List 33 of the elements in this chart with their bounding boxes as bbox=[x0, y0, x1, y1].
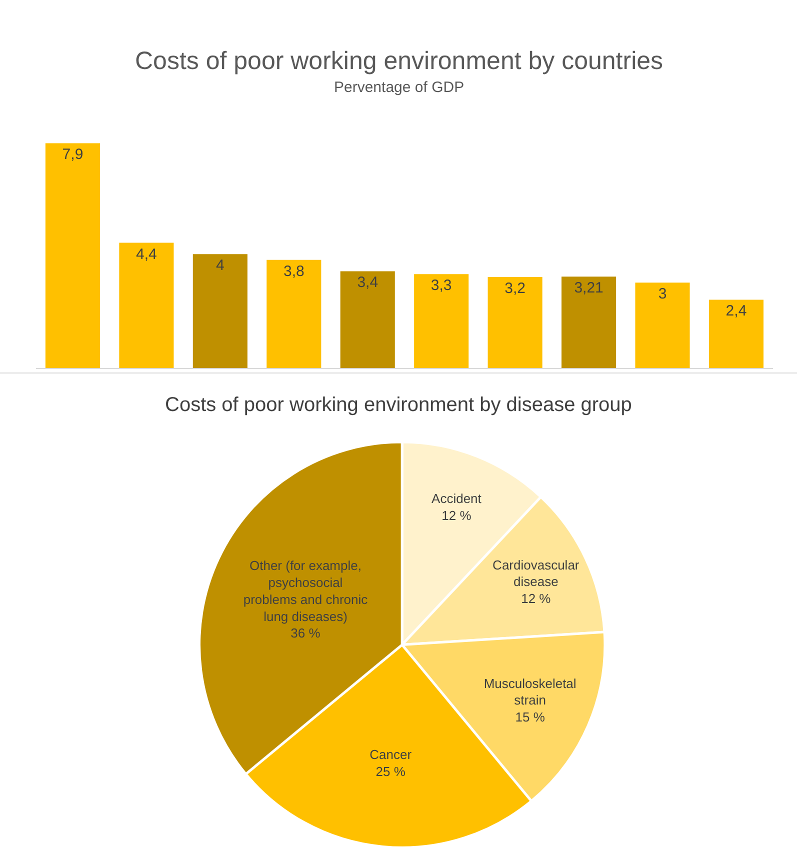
data-label: 12 % bbox=[442, 508, 472, 523]
data-label: 3,3 bbox=[430, 277, 452, 294]
data-label: 25 % bbox=[376, 764, 406, 780]
data-label: 4,4 bbox=[136, 246, 157, 263]
slice-label: Cardiovascular disease bbox=[492, 557, 580, 590]
data-label: 3,4 bbox=[357, 274, 378, 292]
data-label: 3,8 bbox=[283, 262, 304, 280]
data-label: 15 % bbox=[515, 710, 546, 725]
slice-label: Other (for example, psychosocial problems and chronic lung diseases) bbox=[243, 558, 368, 624]
bar bbox=[119, 242, 174, 368]
bar bbox=[414, 274, 469, 368]
slice-label: Musculoskeletal strain bbox=[484, 676, 576, 708]
bar bbox=[488, 276, 542, 368]
chart-title: Costs of poor working environment by disease group bbox=[165, 394, 632, 416]
data-label: 3,21 bbox=[574, 280, 604, 297]
bar bbox=[266, 260, 322, 368]
bar bbox=[45, 143, 100, 368]
bar bbox=[708, 300, 764, 368]
data-label: 3,2 bbox=[504, 280, 526, 297]
chart-title: Costs of poor working environment by countries bbox=[135, 47, 664, 75]
data-label: 12 % bbox=[521, 591, 552, 606]
bar bbox=[635, 282, 690, 368]
slice-label: Accident bbox=[432, 490, 482, 506]
data-label: 2,4 bbox=[726, 302, 747, 320]
bar bbox=[562, 276, 616, 368]
data-label: 4 bbox=[216, 257, 224, 274]
data-label: 3 bbox=[658, 286, 667, 303]
data-label: 36 % bbox=[290, 626, 321, 641]
data-label: 7,9 bbox=[62, 146, 84, 164]
slice-label: Cancer bbox=[370, 747, 412, 762]
bar bbox=[192, 254, 248, 368]
chart-subtitle: Perventage of GDP bbox=[334, 79, 464, 96]
bar bbox=[340, 271, 395, 368]
